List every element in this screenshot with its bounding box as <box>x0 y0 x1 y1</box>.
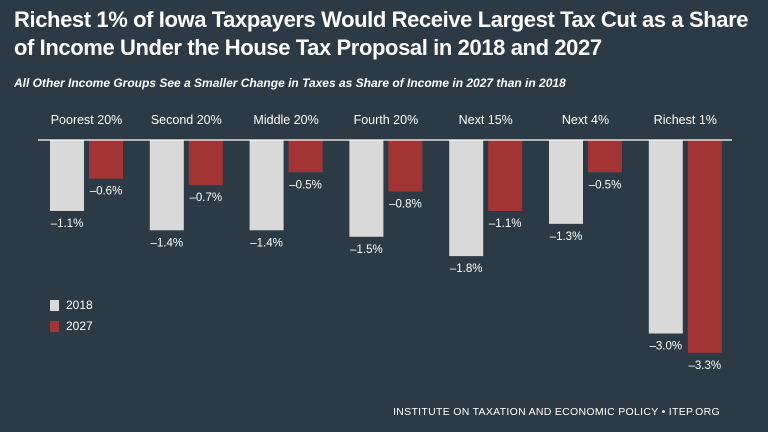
value-label: –0.7% <box>189 192 222 204</box>
bar-2027-1 <box>188 140 223 186</box>
bar-2018-3 <box>349 140 384 237</box>
value-label: –0.5% <box>589 179 622 191</box>
category-label: Next 15% <box>459 113 513 127</box>
bar-2018-1 <box>149 140 184 231</box>
legend-swatch-2018 <box>50 300 59 311</box>
value-label: –1.3% <box>550 231 583 243</box>
chart-subtitle: All Other Income Groups See a Smaller Ch… <box>14 76 566 90</box>
source-credit: INSTITUTE ON TAXATION AND ECONOMIC POLIC… <box>393 406 720 418</box>
category-label: Poorest 20% <box>51 113 123 127</box>
bar-2027-0 <box>89 140 123 179</box>
bar-2018-6 <box>648 140 683 334</box>
value-label: –0.5% <box>289 179 322 191</box>
bar-2027-3 <box>388 140 423 192</box>
value-label: –3.3% <box>688 360 721 372</box>
bar-2018-0 <box>50 140 84 211</box>
legend-swatch-2027 <box>50 321 59 332</box>
legend-label: 2027 <box>66 319 93 333</box>
value-label: –1.4% <box>250 237 283 249</box>
value-label: –3.0% <box>649 341 682 353</box>
bar-2027-6 <box>687 140 722 353</box>
bar-2027-4 <box>488 140 523 211</box>
chart-title: Richest 1% of Iowa Taxpayers Would Recei… <box>14 7 749 60</box>
value-label: –1.5% <box>350 244 383 256</box>
bar-2027-5 <box>588 140 622 173</box>
bar-2018-5 <box>549 140 583 224</box>
category-label: Next 4% <box>562 113 609 127</box>
category-label: Richest 1% <box>654 113 717 127</box>
category-label: Second 20% <box>151 113 222 127</box>
value-label: –0.6% <box>90 186 123 198</box>
category-label: Middle 20% <box>253 113 318 127</box>
value-label: –1.4% <box>150 237 183 249</box>
value-label: –1.1% <box>489 218 522 230</box>
value-label: –1.8% <box>450 263 483 275</box>
bar-2018-2 <box>249 140 284 231</box>
category-label: Fourth 20% <box>354 113 419 127</box>
legend-label: 2018 <box>66 298 93 312</box>
bar-2027-2 <box>288 140 323 173</box>
value-label: –1.1% <box>51 218 84 230</box>
bar-2018-4 <box>449 140 484 257</box>
value-label: –0.8% <box>389 199 422 211</box>
